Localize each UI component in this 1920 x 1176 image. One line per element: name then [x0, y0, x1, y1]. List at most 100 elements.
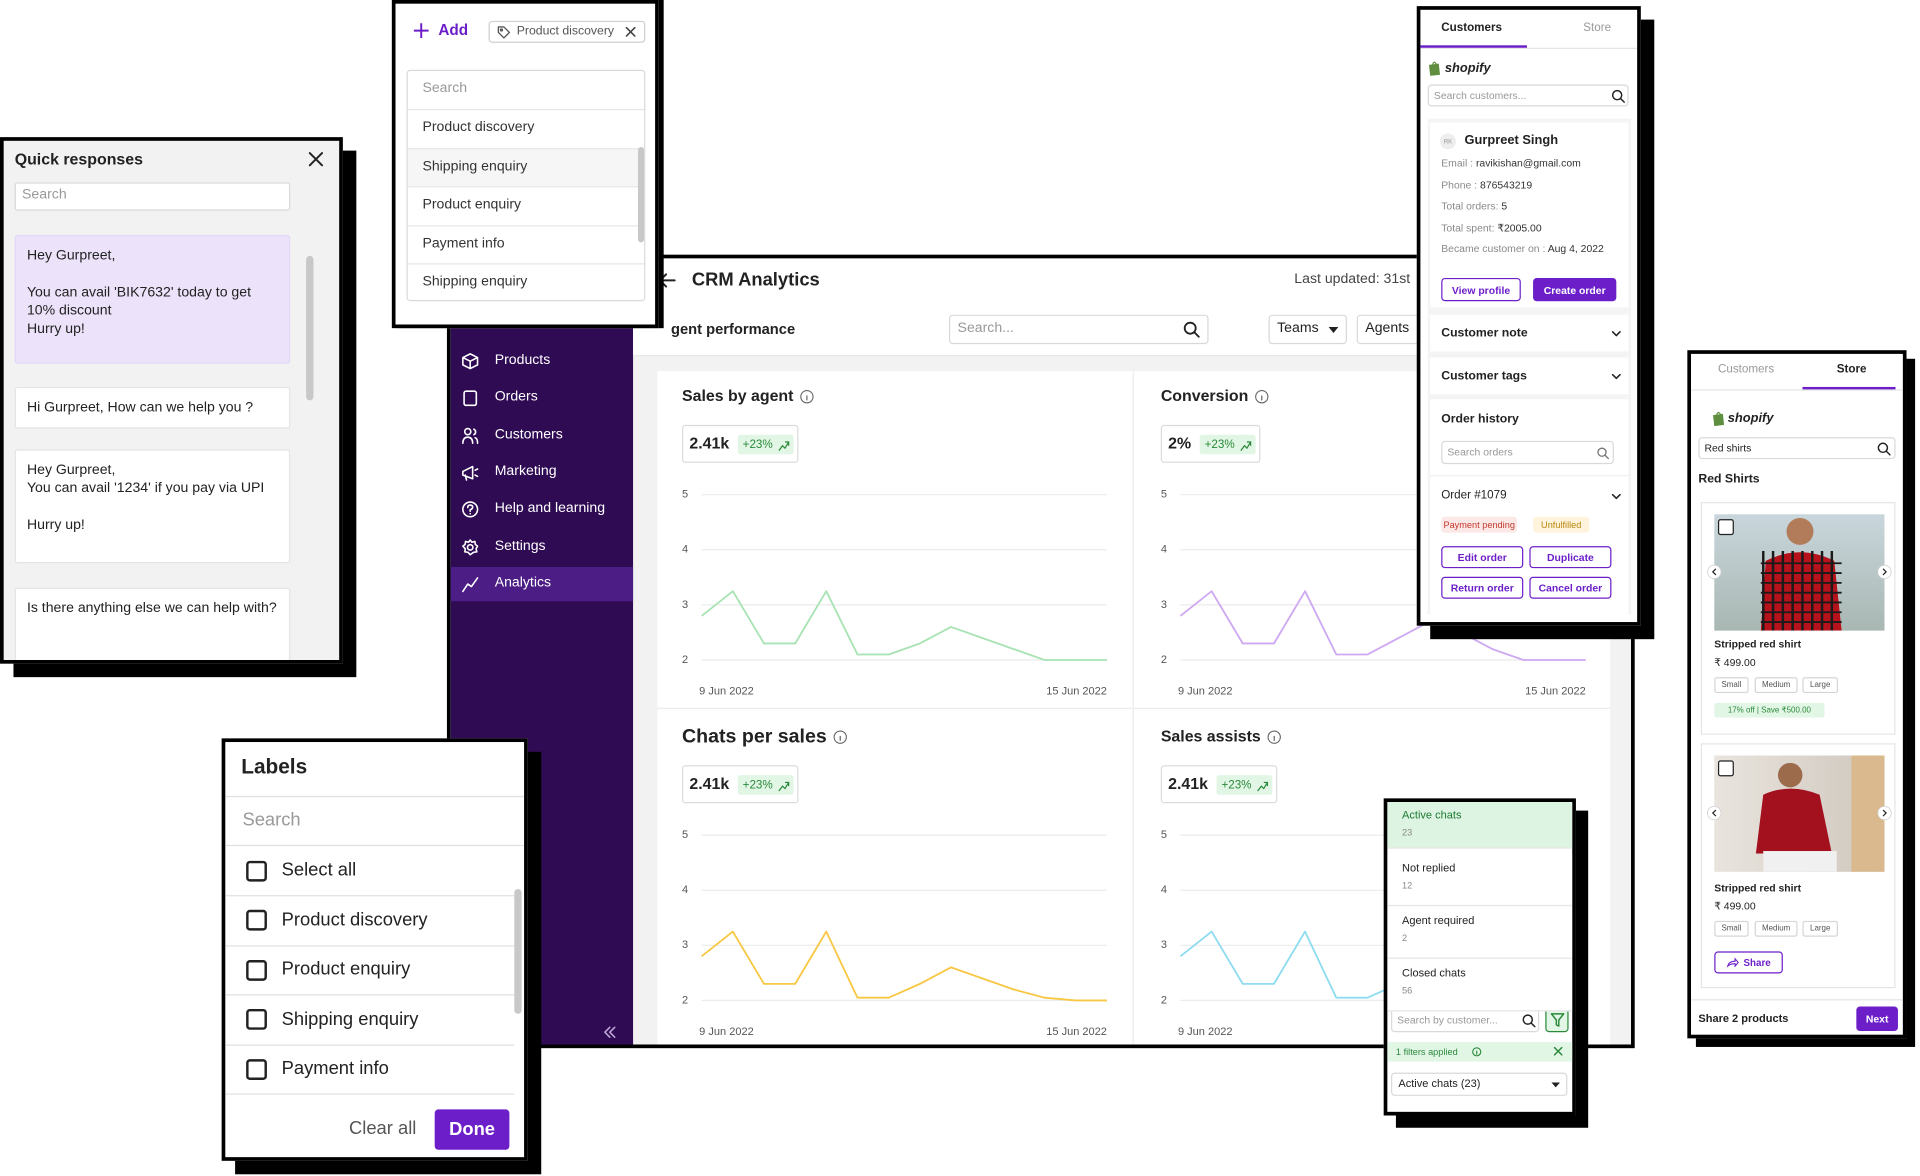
nav-item[interactable]: Settings — [494, 538, 546, 554]
size-chip[interactable]: Medium — [1754, 920, 1798, 937]
filter-count: 23 — [1402, 827, 1413, 839]
option-label[interactable]: Shipping enquiry — [281, 1008, 419, 1030]
next-button[interactable]: Next — [1856, 1006, 1898, 1032]
teams-filter[interactable]: Teams — [1268, 314, 1347, 345]
search-box[interactable]: Search customers... — [1427, 84, 1629, 107]
option-row[interactable] — [407, 186, 645, 226]
product-name: Stripped red shirt — [1714, 881, 1802, 894]
order-action[interactable]: Cancel order — [1529, 576, 1612, 599]
carousel-arrow[interactable] — [1877, 564, 1892, 579]
response[interactable]: Is there anything else we can help with? — [14, 587, 291, 661]
search-box[interactable]: Search... — [948, 314, 1209, 345]
collapse-icon[interactable] — [604, 1026, 616, 1038]
response[interactable]: Hey Gurpreet, You can avail '1234' if yo… — [14, 449, 291, 564]
field-value: 5 — [1501, 199, 1508, 212]
nav-item[interactable]: Marketing — [494, 464, 557, 479]
label: Next — [1865, 1012, 1889, 1025]
chevron[interactable] — [1611, 373, 1621, 380]
tab[interactable]: Store — [1583, 21, 1612, 35]
line-part — [625, 26, 636, 37]
label: Unfulfilled — [1541, 519, 1582, 531]
option-label[interactable]: Payment info — [281, 1058, 389, 1080]
nav-item[interactable]: Orders — [494, 389, 538, 405]
option-divider — [225, 944, 515, 947]
label: Duplicate — [1546, 551, 1594, 564]
section[interactable]: Customer tags — [1441, 369, 1527, 384]
section[interactable]: Customer note — [1441, 326, 1528, 341]
nav-item[interactable]: Help and learning — [494, 501, 606, 517]
divider — [225, 844, 525, 847]
path-part — [1428, 63, 1441, 76]
chevron[interactable] — [1611, 331, 1621, 337]
clear-icon[interactable] — [1553, 1046, 1563, 1056]
option-row[interactable] — [407, 108, 645, 148]
plus-icon[interactable] — [413, 23, 429, 38]
option-row[interactable] — [407, 147, 645, 187]
search-box[interactable]: Search by customer... — [1391, 1007, 1540, 1033]
back-arrow[interactable] — [659, 272, 676, 289]
carousel-arrow[interactable] — [1707, 805, 1722, 821]
nav-item[interactable]: Products — [494, 352, 551, 368]
tab-active[interactable]: Customers — [1441, 21, 1502, 35]
checkbox[interactable] — [246, 860, 267, 882]
order-search[interactable]: Search orders — [1441, 440, 1614, 465]
size-chip[interactable]: Small — [1714, 677, 1749, 694]
chevron[interactable] — [1611, 493, 1621, 500]
view-profile[interactable]: View profile — [1441, 277, 1521, 302]
carousel-arrow[interactable] — [1707, 564, 1722, 579]
remove-icon[interactable] — [625, 26, 636, 37]
last-updated: Last updated: 31st — [1294, 271, 1411, 287]
checkbox[interactable] — [246, 1009, 267, 1031]
search-icon — [1877, 442, 1891, 456]
filter-item[interactable] — [1387, 960, 1573, 1012]
clear-button[interactable]: Clear all — [348, 1117, 417, 1139]
size-chip[interactable]: Small — [1714, 920, 1749, 937]
search-placeholder[interactable]: Search — [422, 80, 468, 96]
order-title[interactable]: Order #1079 — [1441, 488, 1507, 503]
filter-item[interactable] — [1387, 907, 1573, 959]
response[interactable]: Hey Gurpreet, You can avail 'BIK7632' to… — [14, 235, 291, 364]
tab-active[interactable]: Store — [1836, 362, 1867, 377]
delta-arrow — [1257, 782, 1268, 792]
create-order[interactable]: Create order — [1533, 277, 1617, 302]
option-label[interactable]: Product discovery — [281, 909, 428, 931]
nav-item[interactable]: Analytics — [494, 575, 552, 591]
order-action[interactable]: Edit order — [1441, 546, 1524, 569]
option-label[interactable]: Product enquiry — [281, 959, 411, 980]
search-placeholder[interactable]: Search — [242, 809, 301, 831]
search-icon — [1522, 1014, 1536, 1028]
option-label[interactable]: Select all — [281, 859, 357, 881]
dropdown[interactable]: Active chats (23) — [1391, 1072, 1568, 1096]
select-checkbox[interactable] — [1717, 519, 1734, 536]
nav-item[interactable]: Customers — [494, 427, 563, 442]
done-button[interactable]: Done — [434, 1109, 510, 1150]
option-row[interactable] — [407, 263, 645, 301]
size-chip[interactable]: Medium — [1754, 677, 1798, 694]
share-button[interactable]: Share — [1714, 951, 1783, 974]
option-row[interactable] — [407, 225, 645, 264]
carousel-arrow[interactable] — [1877, 805, 1892, 821]
product-price: ₹ 499.00 — [1714, 656, 1756, 669]
size-label: Medium — [1761, 924, 1791, 934]
order-action[interactable]: Return order — [1441, 576, 1524, 599]
close-icon[interactable] — [308, 152, 324, 167]
chart: Sales by agent 2.41k +23% 2 3 4 5 9 Jun 2022 15 … — [682, 388, 1107, 698]
filter-item[interactable] — [1387, 802, 1573, 849]
order-action[interactable]: Duplicate — [1529, 546, 1612, 569]
size-chip[interactable]: Large — [1802, 920, 1838, 937]
filter-item[interactable] — [1387, 854, 1573, 907]
info-icon — [800, 390, 814, 404]
size-chip[interactable]: Large — [1802, 677, 1838, 694]
add-button[interactable]: Add — [438, 21, 469, 39]
search-box[interactable]: Red shirts — [1698, 437, 1896, 460]
checkbox[interactable] — [246, 1059, 267, 1080]
delta-value: +23% — [1205, 438, 1235, 451]
tab[interactable]: Customers — [1717, 362, 1775, 377]
select-checkbox[interactable] — [1717, 760, 1734, 777]
response[interactable]: Hi Gurpreet, How can we help you ? — [14, 386, 291, 429]
search-box[interactable]: Search — [14, 182, 291, 211]
checkbox[interactable] — [246, 959, 267, 981]
checkbox[interactable] — [246, 909, 267, 931]
search-placeholder: Search orders — [1447, 445, 1513, 458]
